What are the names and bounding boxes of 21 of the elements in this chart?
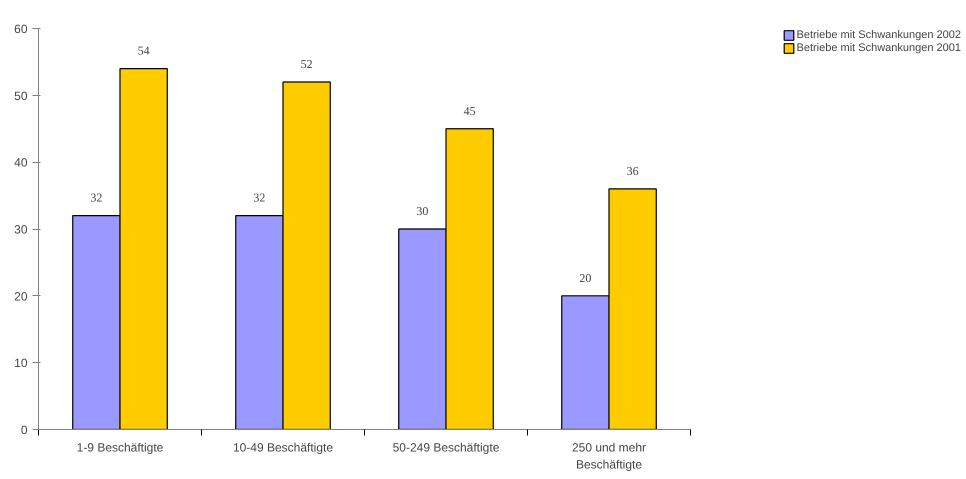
x-tick-label: 50-249 Beschäftigte (392, 440, 500, 454)
data-label: 54 (138, 44, 150, 58)
legend-label: Betriebe mit Schwankungen 2001 (796, 41, 961, 54)
x-tick-label: 1-9 Beschäftigte (76, 440, 164, 454)
data-label: 45 (464, 104, 476, 118)
x-tick-label: 250 und mehr Beschäftigte (572, 440, 646, 472)
y-tick-label: 60 (14, 22, 28, 36)
y-tick-label: 10 (14, 356, 28, 370)
y-tick-label: 0 (20, 423, 28, 437)
data-label: 32 (90, 190, 102, 205)
legend-label: Betriebe mit Schwankungen 2002 (796, 28, 961, 41)
data-label: 20 (579, 270, 592, 285)
y-tick-label: 50 (14, 88, 28, 103)
y-tick-label: 20 (14, 289, 28, 304)
data-label: 52 (300, 56, 313, 71)
y-tick-label: 40 (14, 156, 28, 170)
data-label: 32 (253, 190, 266, 205)
y-tick-label: 30 (14, 222, 28, 236)
data-label: 30 (416, 204, 428, 218)
data-label: 36 (626, 164, 639, 178)
x-tick-label: 10-49 Beschäftigte (232, 440, 334, 454)
